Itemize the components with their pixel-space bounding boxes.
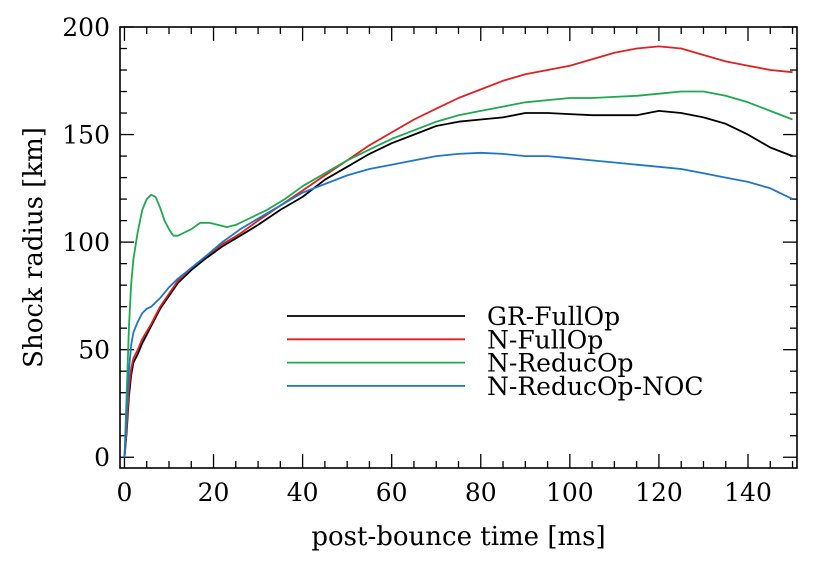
y-tick-label: 50 [78, 336, 110, 365]
y-tick-label: 100 [62, 228, 110, 257]
series-line-3 [123, 151, 793, 458]
legend-label: N-FullOp [487, 325, 603, 354]
series-line-1 [123, 45, 793, 458]
legend-label: GR-FullOp [487, 302, 620, 331]
series-line-2 [123, 90, 793, 458]
series-line-0 [123, 110, 793, 458]
y-axis-title: Shock radius [km] [19, 127, 49, 368]
x-tick-label: 0 [117, 478, 133, 507]
axis-ticks [120, 26, 797, 468]
y-tick-label: 0 [94, 443, 110, 472]
x-tick-labels: 0 20 40 60 80 100 120 140 [117, 478, 772, 507]
x-tick-label: 140 [724, 478, 772, 507]
legend-label: N-ReducOp-NOC [487, 372, 704, 401]
y-tick-labels: 0 50 100 150 200 [62, 13, 110, 472]
plot-frame [119, 26, 798, 469]
x-tick-label: 60 [376, 478, 408, 507]
x-tick-label: 40 [287, 478, 319, 507]
x-tick-label: 80 [465, 478, 497, 507]
y-tick-label: 150 [62, 121, 110, 150]
series-lines [123, 45, 793, 458]
x-tick-label: 120 [635, 478, 683, 507]
legend-label: N-ReducOp [487, 349, 634, 378]
x-axis-title: post-bounce time [ms] [311, 522, 605, 552]
y-tick-label: 200 [62, 13, 110, 42]
x-tick-label: 100 [546, 478, 594, 507]
x-tick-label: 20 [198, 478, 230, 507]
